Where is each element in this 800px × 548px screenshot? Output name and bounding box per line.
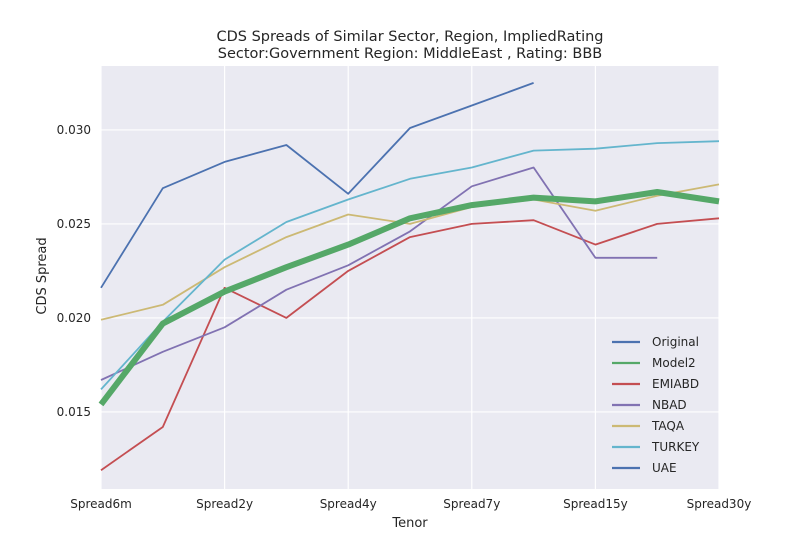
legend-label: Model2: [652, 356, 696, 370]
legend-item-model2: Model2: [612, 356, 696, 370]
series-line-nbad: [100, 166, 658, 381]
chart-subtitle: Sector:Government Region: MiddleEast , R…: [218, 46, 603, 62]
legend-item-nbad: NBAD: [612, 398, 687, 412]
x-tick-label: Spread15y: [563, 497, 628, 511]
legend-item-turkey: TURKEY: [612, 440, 700, 454]
legend-item-emiabd: EMIABD: [612, 377, 699, 391]
x-tick-label: Spread4y: [320, 497, 377, 511]
grid: [100, 66, 720, 489]
tick-labels: Spread6m Spread2y Spread4y Spread7y Spread15…: [57, 123, 752, 511]
series-line-emiabd: [100, 217, 720, 471]
x-tick-label: Spread30y: [687, 497, 752, 511]
legend: Original Model2 EMIABD NBAD TAQA TURKEY UAE: [612, 335, 700, 475]
legend-label: TAQA: [651, 419, 685, 433]
y-tick-label: 0.020: [57, 311, 91, 325]
chart-title: CDS Spreads of Similar Sector, Region, I…: [216, 29, 603, 45]
y-axis-label: CDS Spread: [35, 237, 50, 314]
legend-label: NBAD: [652, 398, 687, 412]
x-tick-label: Spread2y: [196, 497, 253, 511]
legend-label: TURKEY: [651, 440, 700, 454]
x-tick-label: Spread7y: [443, 497, 500, 511]
legend-label: UAE: [652, 461, 677, 475]
legend-item-original: Original: [612, 335, 699, 349]
legend-label: EMIABD: [652, 377, 699, 391]
series-layer: [98, 82, 720, 471]
y-tick-label: 0.030: [57, 123, 91, 137]
series-line-model2: [98, 189, 720, 407]
series-line-original: [100, 82, 534, 289]
legend-item-uae: UAE: [612, 461, 677, 475]
y-tick-label: 0.015: [57, 405, 91, 419]
series-line-turkey: [100, 140, 720, 391]
y-tick-label: 0.025: [57, 217, 91, 231]
legend-label: Original: [652, 335, 699, 349]
x-axis-label: Tenor: [391, 516, 428, 531]
x-tick-label: Spread6m: [70, 497, 132, 511]
plot-background: [101, 66, 719, 489]
legend-item-taqa: TAQA: [612, 419, 685, 433]
